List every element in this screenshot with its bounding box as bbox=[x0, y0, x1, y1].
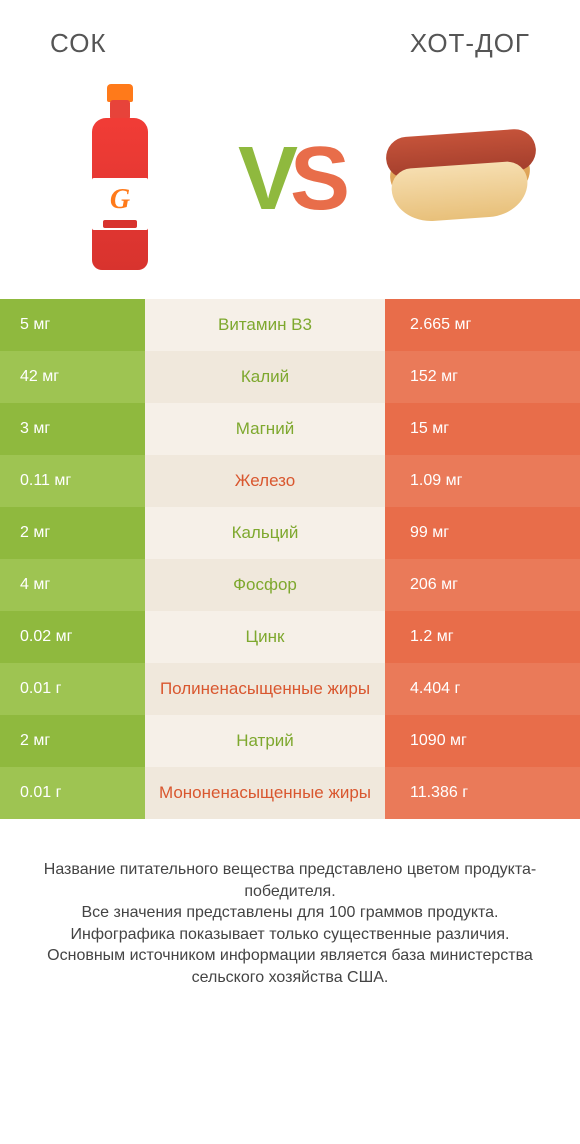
table-row: 5 мгВитамин B32.665 мг bbox=[0, 299, 580, 351]
nutrient-label: Мононенасыщенные жиры bbox=[145, 767, 385, 819]
vs-s: S bbox=[290, 129, 342, 229]
footer-text: Название питательного вещества представл… bbox=[0, 819, 580, 989]
left-value: 0.01 г bbox=[0, 663, 145, 715]
right-value: 1090 мг bbox=[385, 715, 580, 767]
left-value: 3 мг bbox=[0, 403, 145, 455]
header: СОК ХОТ-ДОГ bbox=[0, 0, 580, 69]
footer-line: Все значения представлены для 100 граммо… bbox=[30, 902, 550, 924]
nutrient-label: Магний bbox=[145, 403, 385, 455]
table-row: 42 мгКалий152 мг bbox=[0, 351, 580, 403]
table-row: 2 мгКальций99 мг bbox=[0, 507, 580, 559]
right-value: 1.2 мг bbox=[385, 611, 580, 663]
hotdog-icon bbox=[380, 129, 540, 229]
table-row: 0.01 гМононенасыщенные жиры11.386 г bbox=[0, 767, 580, 819]
right-value: 99 мг bbox=[385, 507, 580, 559]
right-value: 1.09 мг bbox=[385, 455, 580, 507]
right-value: 206 мг bbox=[385, 559, 580, 611]
right-value: 2.665 мг bbox=[385, 299, 580, 351]
bottle-icon: G bbox=[90, 84, 150, 274]
left-product-title: СОК bbox=[50, 28, 107, 59]
right-value: 152 мг bbox=[385, 351, 580, 403]
left-product-image: G bbox=[40, 79, 200, 279]
right-product-title: ХОТ-ДОГ bbox=[410, 28, 530, 59]
left-value: 42 мг bbox=[0, 351, 145, 403]
left-value: 0.01 г bbox=[0, 767, 145, 819]
nutrient-label: Калий bbox=[145, 351, 385, 403]
left-value: 4 мг bbox=[0, 559, 145, 611]
left-value: 0.11 мг bbox=[0, 455, 145, 507]
table-row: 0.11 мгЖелезо1.09 мг bbox=[0, 455, 580, 507]
right-value: 4.404 г bbox=[385, 663, 580, 715]
right-product-image bbox=[380, 79, 540, 279]
nutrient-label: Железо bbox=[145, 455, 385, 507]
left-value: 2 мг bbox=[0, 507, 145, 559]
right-value: 11.386 г bbox=[385, 767, 580, 819]
vs-v: V bbox=[238, 129, 290, 229]
table-row: 3 мгМагний15 мг bbox=[0, 403, 580, 455]
table-row: 4 мгФосфор206 мг bbox=[0, 559, 580, 611]
nutrient-label: Полиненасыщенные жиры bbox=[145, 663, 385, 715]
nutrient-table: 5 мгВитамин B32.665 мг42 мгКалий152 мг3 … bbox=[0, 299, 580, 819]
nutrient-label: Фосфор bbox=[145, 559, 385, 611]
nutrient-label: Цинк bbox=[145, 611, 385, 663]
nutrient-label: Натрий bbox=[145, 715, 385, 767]
table-row: 2 мгНатрий1090 мг bbox=[0, 715, 580, 767]
left-value: 0.02 мг bbox=[0, 611, 145, 663]
footer-line: Название питательного вещества представл… bbox=[30, 859, 550, 902]
footer-line: Основным источником информации является … bbox=[30, 945, 550, 988]
table-row: 0.01 гПолиненасыщенные жиры4.404 г bbox=[0, 663, 580, 715]
table-row: 0.02 мгЦинк1.2 мг bbox=[0, 611, 580, 663]
nutrient-label: Кальций bbox=[145, 507, 385, 559]
vs-label: VS bbox=[238, 128, 342, 231]
footer-line: Инфографика показывает только существенн… bbox=[30, 924, 550, 946]
right-value: 15 мг bbox=[385, 403, 580, 455]
images-row: G VS bbox=[0, 69, 580, 299]
left-value: 5 мг bbox=[0, 299, 145, 351]
left-value: 2 мг bbox=[0, 715, 145, 767]
nutrient-label: Витамин B3 bbox=[145, 299, 385, 351]
